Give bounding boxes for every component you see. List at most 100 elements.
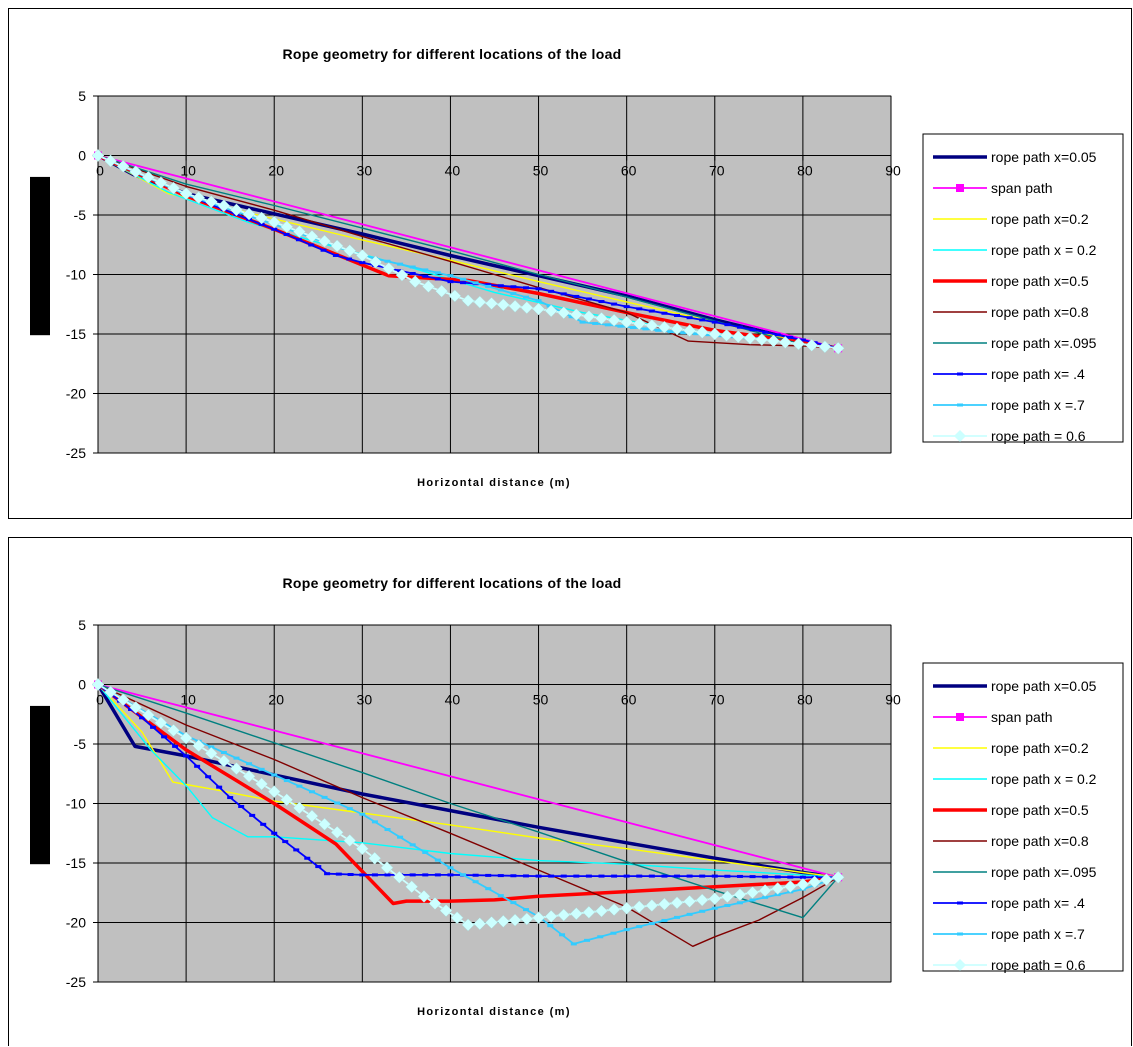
series-marker-dash [308,243,315,247]
series-marker-dash [485,284,492,288]
series-marker-diamond [217,199,231,213]
series-marker-diamond [242,207,256,221]
series-marker-dash [535,299,542,303]
x-tick-label: 50 [533,692,549,708]
series-marker-dash [472,281,479,285]
series-marker-diamond [496,298,510,312]
series-marker-dash [648,922,655,926]
series-marker-diamond [141,708,155,722]
series-marker-dash [510,901,517,905]
legend-label: rope path = 0.6 [991,428,1086,444]
series-marker-diamond [582,310,596,323]
series-marker-dash [762,895,769,899]
series-marker-diamond [557,908,571,922]
series-marker-diamond [645,899,659,912]
series-marker-dash [447,866,454,870]
series-marker-diamond [544,910,558,923]
series-marker-dash [409,271,416,275]
series-marker-dash [585,874,592,878]
series-marker-dash [787,875,794,879]
series-marker-diamond [91,678,105,691]
series-marker-dash [283,779,290,783]
series-marker-diamond [104,685,117,699]
x-tick-label: 70 [709,692,725,708]
series-marker-dash [522,874,529,878]
series-marker-dash [205,775,212,779]
x-tick-label: 50 [533,163,549,179]
series-line [97,683,839,919]
series-marker-dash [409,265,416,269]
series-marker-dash [384,828,391,832]
series-marker-dash [799,875,806,879]
series-marker-dash [570,942,577,946]
series-marker-dash [283,233,290,237]
series-marker-dash [636,925,643,929]
series-marker-dash [584,938,591,942]
series-marker-dash [308,790,315,794]
series-marker-dash [623,874,630,878]
series-marker-dash [648,309,655,313]
series-marker-dash [304,856,311,860]
series-marker-dash [568,315,575,319]
series-marker-dash [183,754,190,758]
series-marker-diamond [293,801,306,815]
series-marker-dash [604,323,611,327]
series-marker-dash [497,288,504,292]
series-marker-diamond [230,203,243,217]
series-marker-diamond [355,842,369,856]
legend-swatch-marker [957,403,963,407]
series-line [97,683,839,879]
series-marker-diamond [595,312,608,325]
x-tick-label: 10 [180,692,196,708]
series-marker-diamond [658,320,671,334]
series-marker-diamond [192,191,206,205]
series-marker-dash [249,813,256,817]
series-marker-dash [422,268,429,272]
series-marker-diamond [733,888,747,901]
x-tick-label: 20 [268,692,284,708]
series-marker-dash [522,908,529,912]
series-marker-diamond [192,739,206,753]
series-marker-dash [560,874,567,878]
series-marker-dash [359,261,366,265]
y-tick-label: -20 [66,915,86,931]
series-marker-dash [472,873,479,877]
x-tick-label: 40 [445,163,461,179]
series-marker-dash [661,311,668,315]
series-marker-diamond [167,181,180,195]
series-marker-diamond [721,890,734,904]
series-line [96,683,839,906]
series-marker-dash [371,873,378,877]
series-marker-diamond [280,220,294,234]
series-marker-dash [422,873,429,877]
series-marker-diamond [305,230,319,243]
series-marker-diamond [129,701,143,714]
legend-swatch-marker [956,184,964,192]
legend-label: span path [991,180,1053,196]
series-marker-dash [409,843,416,847]
series-marker-dash [667,330,674,334]
legend-label: rope path x=.095 [991,335,1097,351]
series-marker-diamond [318,817,331,831]
series-marker-dash [736,901,743,905]
series-marker-diamond [255,777,268,791]
legend-swatch-marker [957,901,963,905]
series-marker-dash [233,756,240,760]
series-marker-dash [161,735,168,739]
series-marker-diamond [167,724,180,737]
series-marker-diamond [473,295,487,309]
series-marker-diamond [758,884,772,897]
series-marker-diamond [595,904,608,918]
series-marker-dash [724,904,731,907]
y-tick-label: -15 [66,855,86,871]
series-marker-diamond [217,754,231,768]
series-marker-dash [674,313,681,317]
series-marker-dash [585,297,592,301]
series-marker-dash [324,872,331,876]
series-marker-dash [749,328,756,332]
series-marker-diamond [767,334,780,348]
series-marker-diamond [569,907,583,921]
series-marker-diamond [658,897,671,911]
y-tick-label: 5 [78,617,86,633]
series-marker-dash [705,333,712,337]
